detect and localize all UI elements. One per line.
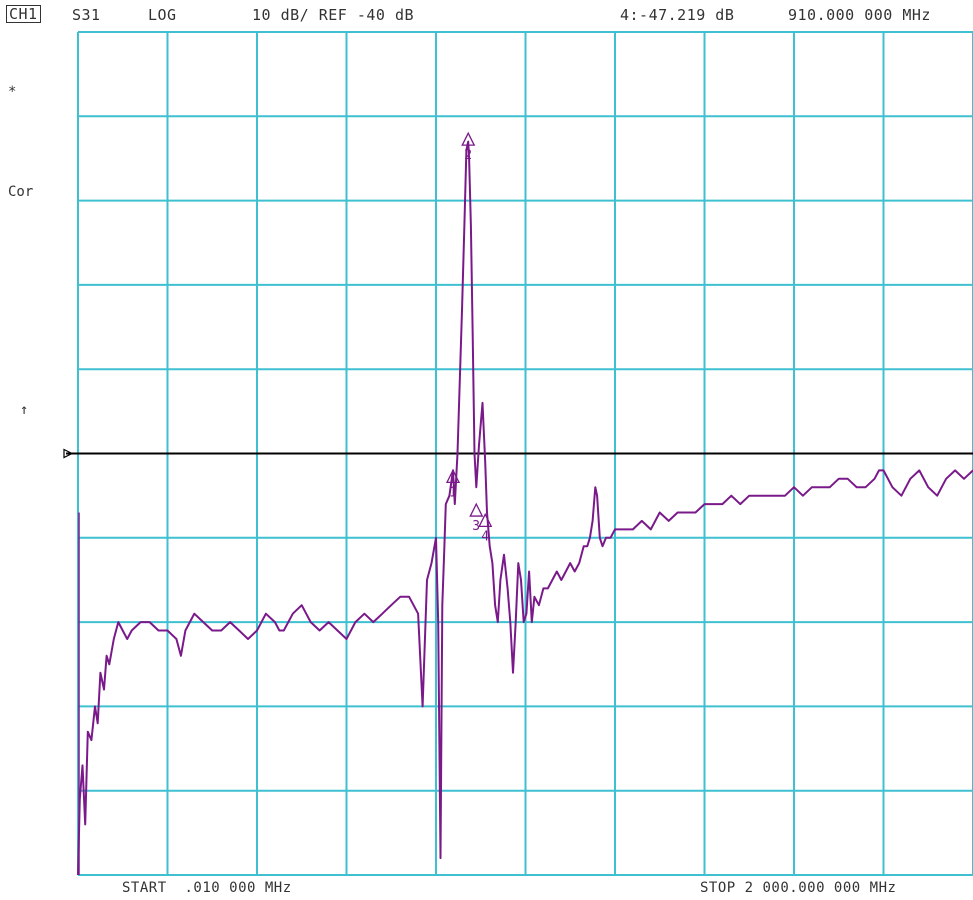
stop-frequency: STOP 2 000.000 000 MHz [700,880,897,896]
scale-label: 10 dB/ REF -40 dB [252,6,415,24]
start-frequency: START .010 000 MHz [122,880,292,896]
marker-frequency: 910.000 000 MHz [788,6,931,24]
marker-label: 3 [472,519,480,534]
parameter-label: S31 [72,6,101,24]
marker-group: 1 2 34 [445,131,493,544]
trace-group [77,140,973,876]
marker-triangle [461,131,476,146]
marker-triangle [445,468,461,484]
marker-readout: 4:-47.219 dB [620,6,735,24]
trace-line [77,140,973,876]
reference-line-group [63,448,973,459]
marker-label: 4 [481,529,489,544]
reference-pointer-icon [63,448,74,459]
marker-label: 1 [449,485,457,500]
marker-triangle [469,502,484,517]
averaging-indicator: * [8,84,17,100]
marker-label: 2 [464,148,472,163]
correction-indicator: Cor [8,184,34,200]
channel-label: CH1 [6,5,41,23]
marker-triangle [478,512,493,528]
format-label: LOG [148,6,177,24]
reference-arrow-icon: ↑ [20,402,29,418]
